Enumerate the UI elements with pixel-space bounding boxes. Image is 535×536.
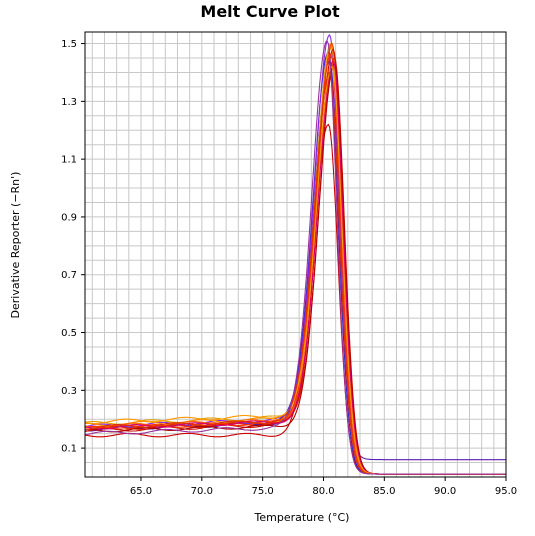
melt-curve-series bbox=[84, 39, 506, 475]
x-axis-label: Temperature (°C) bbox=[254, 511, 350, 524]
y-tick-label: 1.5 bbox=[61, 39, 77, 50]
grid bbox=[85, 32, 507, 478]
y-tick-label: 0.3 bbox=[61, 386, 77, 397]
y-axis-label: Derivative Reporter (−Rn') bbox=[9, 172, 22, 319]
x-tick-label: 85.0 bbox=[373, 486, 395, 497]
chart-title: Melt Curve Plot bbox=[200, 2, 340, 21]
melt-curve-series bbox=[84, 54, 506, 475]
x-tick-label: 70.0 bbox=[191, 486, 213, 497]
y-tick-label: 0.5 bbox=[61, 328, 77, 339]
melt-curve-series bbox=[84, 59, 506, 475]
series-group bbox=[84, 33, 506, 475]
ticks: 65.0 70.0 75.0 80.0 85.0 90.0 95.0 0.1 0.3 0.5 0.7… bbox=[61, 39, 517, 497]
x-tick-label: 65.0 bbox=[130, 486, 152, 497]
y-tick-label: 0.9 bbox=[61, 212, 77, 223]
melt-curve-series bbox=[84, 48, 506, 475]
plot-frame bbox=[84, 31, 507, 478]
melt-curve-series bbox=[85, 62, 506, 475]
y-tick-label: 1.3 bbox=[61, 97, 77, 108]
y-tick-label: 1.1 bbox=[61, 155, 77, 166]
x-tick-label: 80.0 bbox=[312, 486, 334, 497]
x-tick-label: 95.0 bbox=[495, 486, 517, 497]
melt-curve-series bbox=[85, 57, 506, 475]
y-tick-label: 0.1 bbox=[61, 444, 77, 455]
x-tick-label: 75.0 bbox=[252, 486, 274, 497]
y-tick-label: 0.7 bbox=[61, 270, 77, 281]
x-tick-label: 90.0 bbox=[434, 486, 456, 497]
